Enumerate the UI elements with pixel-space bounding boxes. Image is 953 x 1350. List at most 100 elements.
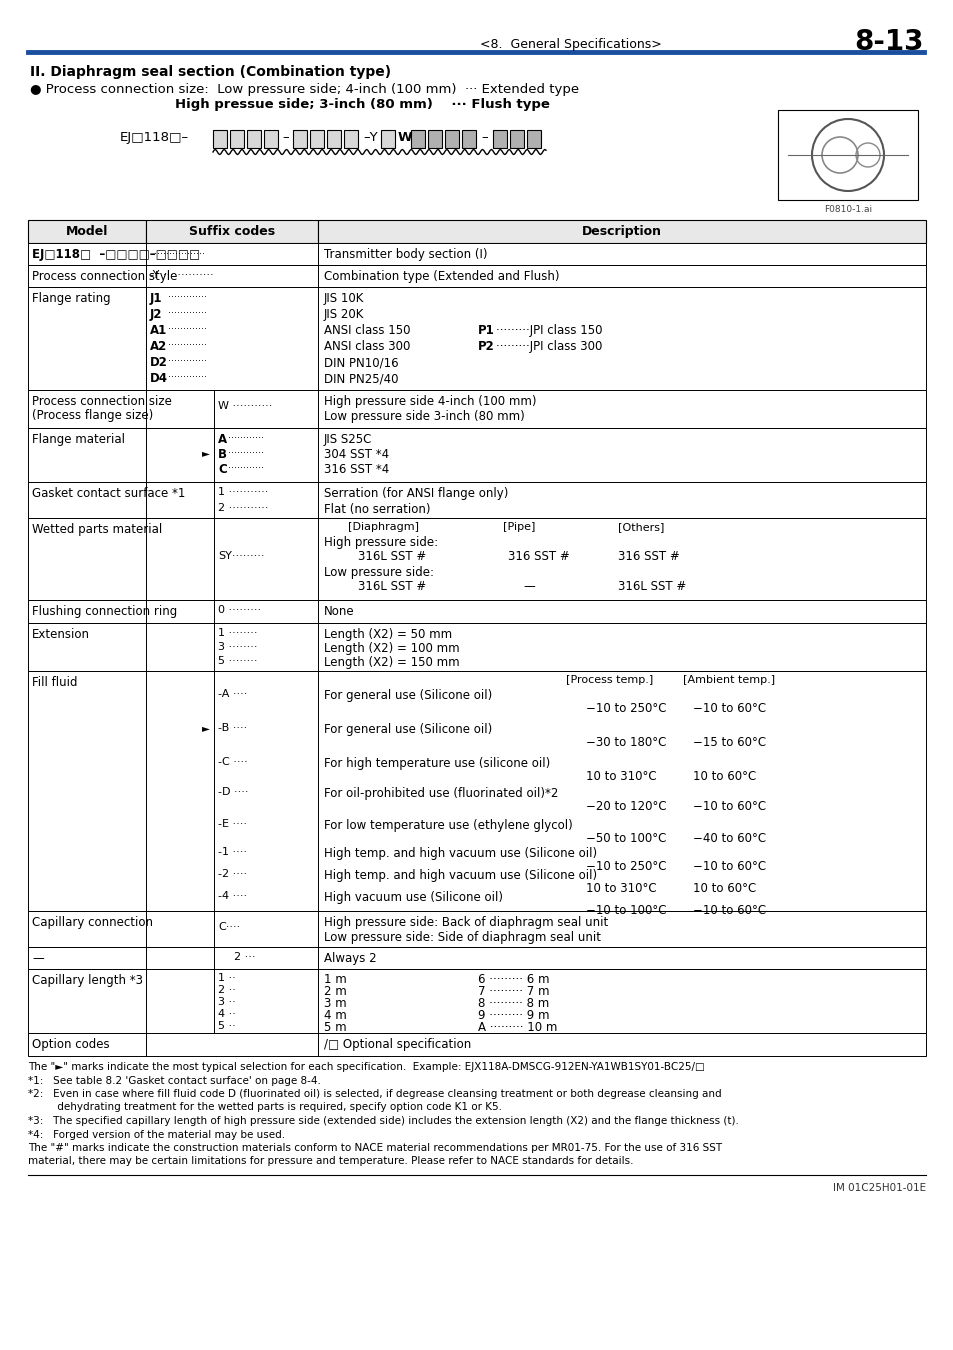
Text: Length (X2) = 150 mm: Length (X2) = 150 mm	[324, 656, 459, 670]
Text: ►: ►	[202, 724, 210, 733]
Text: ● Process connection size:  Low pressure side; 4-inch (100 mm)  ··· Extended typ: ● Process connection size: Low pressure …	[30, 82, 578, 96]
Text: DIN PN25/40: DIN PN25/40	[324, 373, 398, 385]
Text: Flange material: Flange material	[32, 433, 125, 446]
Text: Combination type (Extended and Flush): Combination type (Extended and Flush)	[324, 270, 558, 284]
Text: 10 to 60°C: 10 to 60°C	[692, 882, 756, 895]
Text: 6 ········· 6 m: 6 ········· 6 m	[477, 973, 549, 985]
Bar	[778, 109, 917, 200]
Text: High pressue side; 3-inch (80 mm)    ··· Flush type: High pressue side; 3-inch (80 mm) ··· Fl…	[174, 99, 549, 111]
Text: For high temperature use (silicone oil): For high temperature use (silicone oil)	[324, 757, 550, 769]
Bar	[317, 288, 925, 390]
Text: A: A	[218, 433, 227, 446]
Text: Serration (for ANSI flange only): Serration (for ANSI flange only)	[324, 487, 508, 500]
Text: Suffix codes: Suffix codes	[189, 225, 274, 238]
Text: ANSI class 300: ANSI class 300	[324, 340, 410, 352]
Text: D4: D4	[150, 373, 168, 385]
Text: W ···········: W ···········	[218, 401, 273, 410]
Text: Capillary length *3: Capillary length *3	[32, 973, 143, 987]
Text: −15 to 60°C: −15 to 60°C	[692, 736, 765, 749]
Text: *2:   Even in case where fill fluid code D (fluorinated oil) is selected, if deg: *2: Even in case where fill fluid code D…	[28, 1089, 720, 1099]
Bar	[146, 946, 317, 969]
Text: ·········JPI class 150: ·········JPI class 150	[496, 324, 602, 338]
Text: II. Diaphragm seal section (Combination type): II. Diaphragm seal section (Combination …	[30, 65, 391, 80]
Text: F0810-1.ai: F0810-1.ai	[823, 205, 871, 215]
Text: [Others]: [Others]	[618, 522, 663, 532]
Bar	[213, 130, 227, 148]
Text: [Process temp.]: [Process temp.]	[565, 675, 653, 684]
Text: For low temperature use (ethylene glycol): For low temperature use (ethylene glycol…	[324, 819, 572, 832]
Text: —: —	[522, 580, 535, 593]
Text: −10 to 60°C: −10 to 60°C	[692, 904, 765, 917]
Bar	[411, 130, 424, 148]
Bar	[28, 671, 146, 911]
Bar	[444, 130, 458, 148]
Text: ·············: ·············	[168, 292, 207, 302]
Text: DIN PN10/16: DIN PN10/16	[324, 356, 398, 369]
Text: Length (X2) = 50 mm: Length (X2) = 50 mm	[324, 628, 452, 641]
Text: ·············: ·············	[168, 373, 207, 382]
Text: The "#" marks indicate the construction materials conform to NACE material recom: The "#" marks indicate the construction …	[28, 1143, 721, 1153]
Text: Low pressure side:: Low pressure side:	[324, 566, 434, 579]
Text: 5 m: 5 m	[324, 1021, 346, 1034]
Bar	[28, 482, 146, 518]
Text: Always 2: Always 2	[324, 952, 376, 965]
Text: IM 01C25H01-01E: IM 01C25H01-01E	[832, 1183, 925, 1193]
Text: JIS 20K: JIS 20K	[324, 308, 364, 321]
Bar	[264, 130, 277, 148]
Text: 5 ········: 5 ········	[218, 656, 257, 666]
Text: -C ····: -C ····	[218, 757, 248, 767]
Text: ·············: ·············	[168, 308, 207, 319]
Bar	[28, 265, 146, 288]
Text: EJ□118□–: EJ□118□–	[120, 131, 189, 144]
Text: ·············: ·············	[168, 356, 207, 366]
Text: -B ····: -B ····	[218, 724, 247, 733]
Text: –Y: –Y	[363, 131, 377, 144]
Text: Capillary connection: Capillary connection	[32, 917, 152, 929]
Text: −10 to 60°C: −10 to 60°C	[692, 801, 765, 813]
Text: JIS S25C: JIS S25C	[324, 433, 372, 446]
Bar	[461, 130, 476, 148]
Text: SY·········: SY·········	[218, 551, 264, 562]
Text: 2 ···: 2 ···	[233, 952, 255, 963]
Bar	[493, 130, 506, 148]
Text: ►: ►	[202, 448, 210, 458]
Text: P1: P1	[477, 324, 495, 338]
Text: −50 to 100°C: −50 to 100°C	[585, 832, 666, 845]
Text: 2 m: 2 m	[324, 986, 346, 998]
Bar	[317, 482, 925, 518]
Text: 316L SST #: 316L SST #	[357, 580, 426, 593]
Text: High pressure side:: High pressure side:	[324, 536, 437, 549]
Text: Gasket contact surface *1: Gasket contact surface *1	[32, 487, 185, 500]
Text: −10 to 250°C: −10 to 250°C	[585, 702, 666, 716]
Bar	[146, 518, 317, 599]
Bar	[28, 911, 146, 946]
Text: 316 SST *4: 316 SST *4	[324, 463, 389, 477]
Text: −10 to 250°C: −10 to 250°C	[585, 860, 666, 873]
Text: ·············: ·············	[168, 340, 207, 350]
Text: −30 to 180°C: −30 to 180°C	[585, 736, 666, 749]
Bar	[317, 220, 925, 243]
Bar	[146, 482, 317, 518]
Text: -1 ····: -1 ····	[218, 846, 247, 857]
Bar	[344, 130, 357, 148]
Bar	[526, 130, 540, 148]
Text: 316L SST #: 316L SST #	[618, 580, 685, 593]
Bar	[28, 288, 146, 390]
Text: 2 ··: 2 ··	[218, 986, 235, 995]
Text: <8.  General Specifications>: <8. General Specifications>	[479, 38, 661, 51]
Bar	[317, 265, 925, 288]
Text: 4 ··: 4 ··	[218, 1008, 235, 1019]
Text: /□ Optional specification: /□ Optional specification	[324, 1038, 471, 1052]
Bar	[247, 130, 261, 148]
Text: A2: A2	[150, 340, 167, 352]
Bar	[317, 671, 925, 911]
Bar	[317, 946, 925, 969]
Text: 316 SST #: 316 SST #	[618, 549, 679, 563]
Text: Description: Description	[581, 225, 661, 238]
Text: ············: ············	[228, 433, 264, 443]
Text: A1: A1	[150, 324, 167, 338]
Text: 1 ········: 1 ········	[218, 628, 257, 639]
Text: High temp. and high vacuum use (Silicone oil): High temp. and high vacuum use (Silicone…	[324, 846, 597, 860]
Text: *3:   The specified capillary length of high pressure side (extended side) inclu: *3: The specified capillary length of hi…	[28, 1116, 739, 1126]
Bar	[146, 428, 317, 482]
